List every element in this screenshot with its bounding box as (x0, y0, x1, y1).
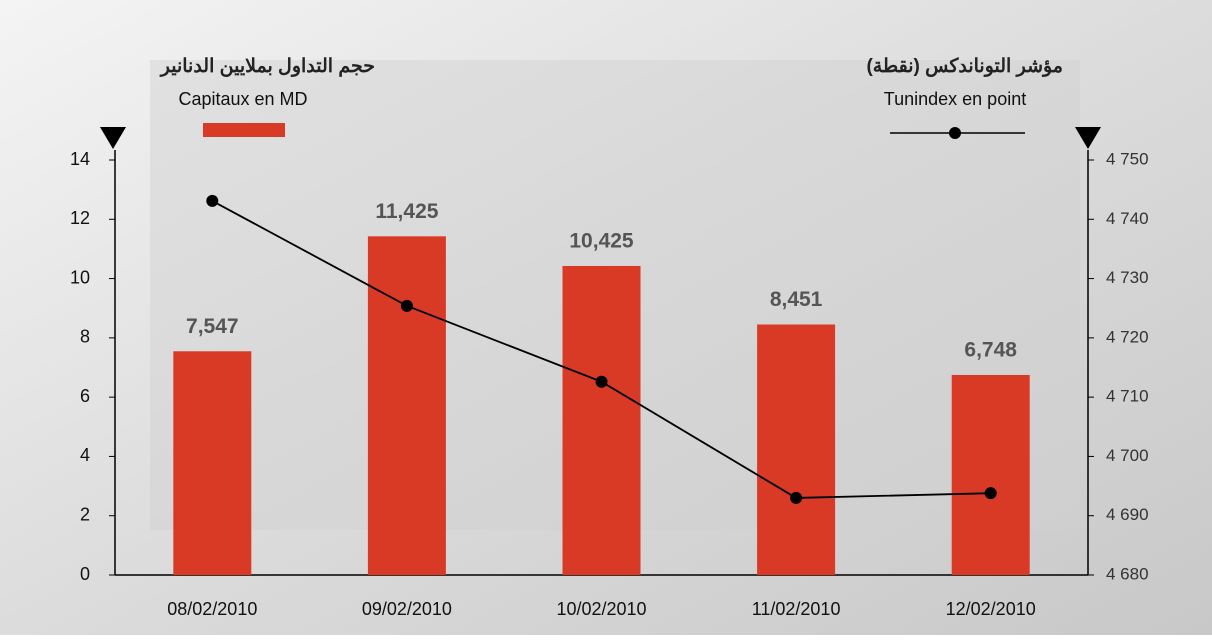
y2-tick-label: 4 720 (1106, 327, 1149, 346)
x-tick-label: 09/02/2010 (362, 599, 452, 619)
data-label: 11,425 (375, 200, 438, 223)
x-tick-label: 11/02/2010 (752, 599, 841, 619)
line-marker (790, 492, 802, 504)
bar (368, 236, 446, 575)
bar (173, 351, 251, 575)
data-label: 8,451 (770, 288, 823, 311)
data-label: 7,547 (186, 315, 239, 338)
y2-tick-label: 4 730 (1106, 268, 1149, 287)
line-marker (596, 376, 608, 388)
y2-tick-label: 4 680 (1106, 564, 1149, 583)
y-tick-label: 0 (80, 564, 90, 584)
y2-tick-label: 4 700 (1106, 446, 1149, 465)
y2-tick-label: 4 750 (1106, 149, 1149, 168)
legend-label: Capitaux en MD (178, 89, 307, 109)
chart: حجم التداول بملايين الدنانير مؤشر التونا… (0, 0, 1212, 635)
y2-tick-label: 4 690 (1106, 505, 1149, 524)
y-tick-label: 12 (70, 208, 90, 228)
y-axis-title: حجم التداول بملايين الدنانير (159, 56, 375, 77)
x-tick-label: 12/02/2010 (946, 599, 1036, 619)
x-tick-label: 10/02/2010 (556, 599, 646, 619)
legend-swatch (203, 123, 285, 137)
line-marker (985, 487, 997, 499)
y-tick-label: 8 (80, 327, 90, 347)
legend-label: Tunindex en point (884, 89, 1026, 109)
y-tick-label: 10 (70, 267, 90, 287)
y-tick-label: 2 (80, 504, 90, 524)
legend-marker (949, 127, 961, 139)
data-label: 6,748 (964, 339, 1017, 362)
data-label: 10,425 (569, 230, 634, 253)
y-tick-label: 6 (80, 386, 90, 406)
y-tick-label: 4 (80, 445, 90, 465)
bar (757, 324, 835, 575)
y2-tick-label: 4 740 (1106, 209, 1149, 228)
bar (563, 266, 641, 575)
y-tick-label: 14 (70, 149, 90, 169)
line-marker (206, 195, 218, 207)
line-marker (401, 300, 413, 312)
bar (952, 375, 1030, 575)
y2-tick-label: 4 710 (1106, 387, 1149, 406)
x-tick-label: 08/02/2010 (167, 599, 257, 619)
y2-axis-title: مؤشر التوناندكس (نقطة) (866, 56, 1063, 77)
